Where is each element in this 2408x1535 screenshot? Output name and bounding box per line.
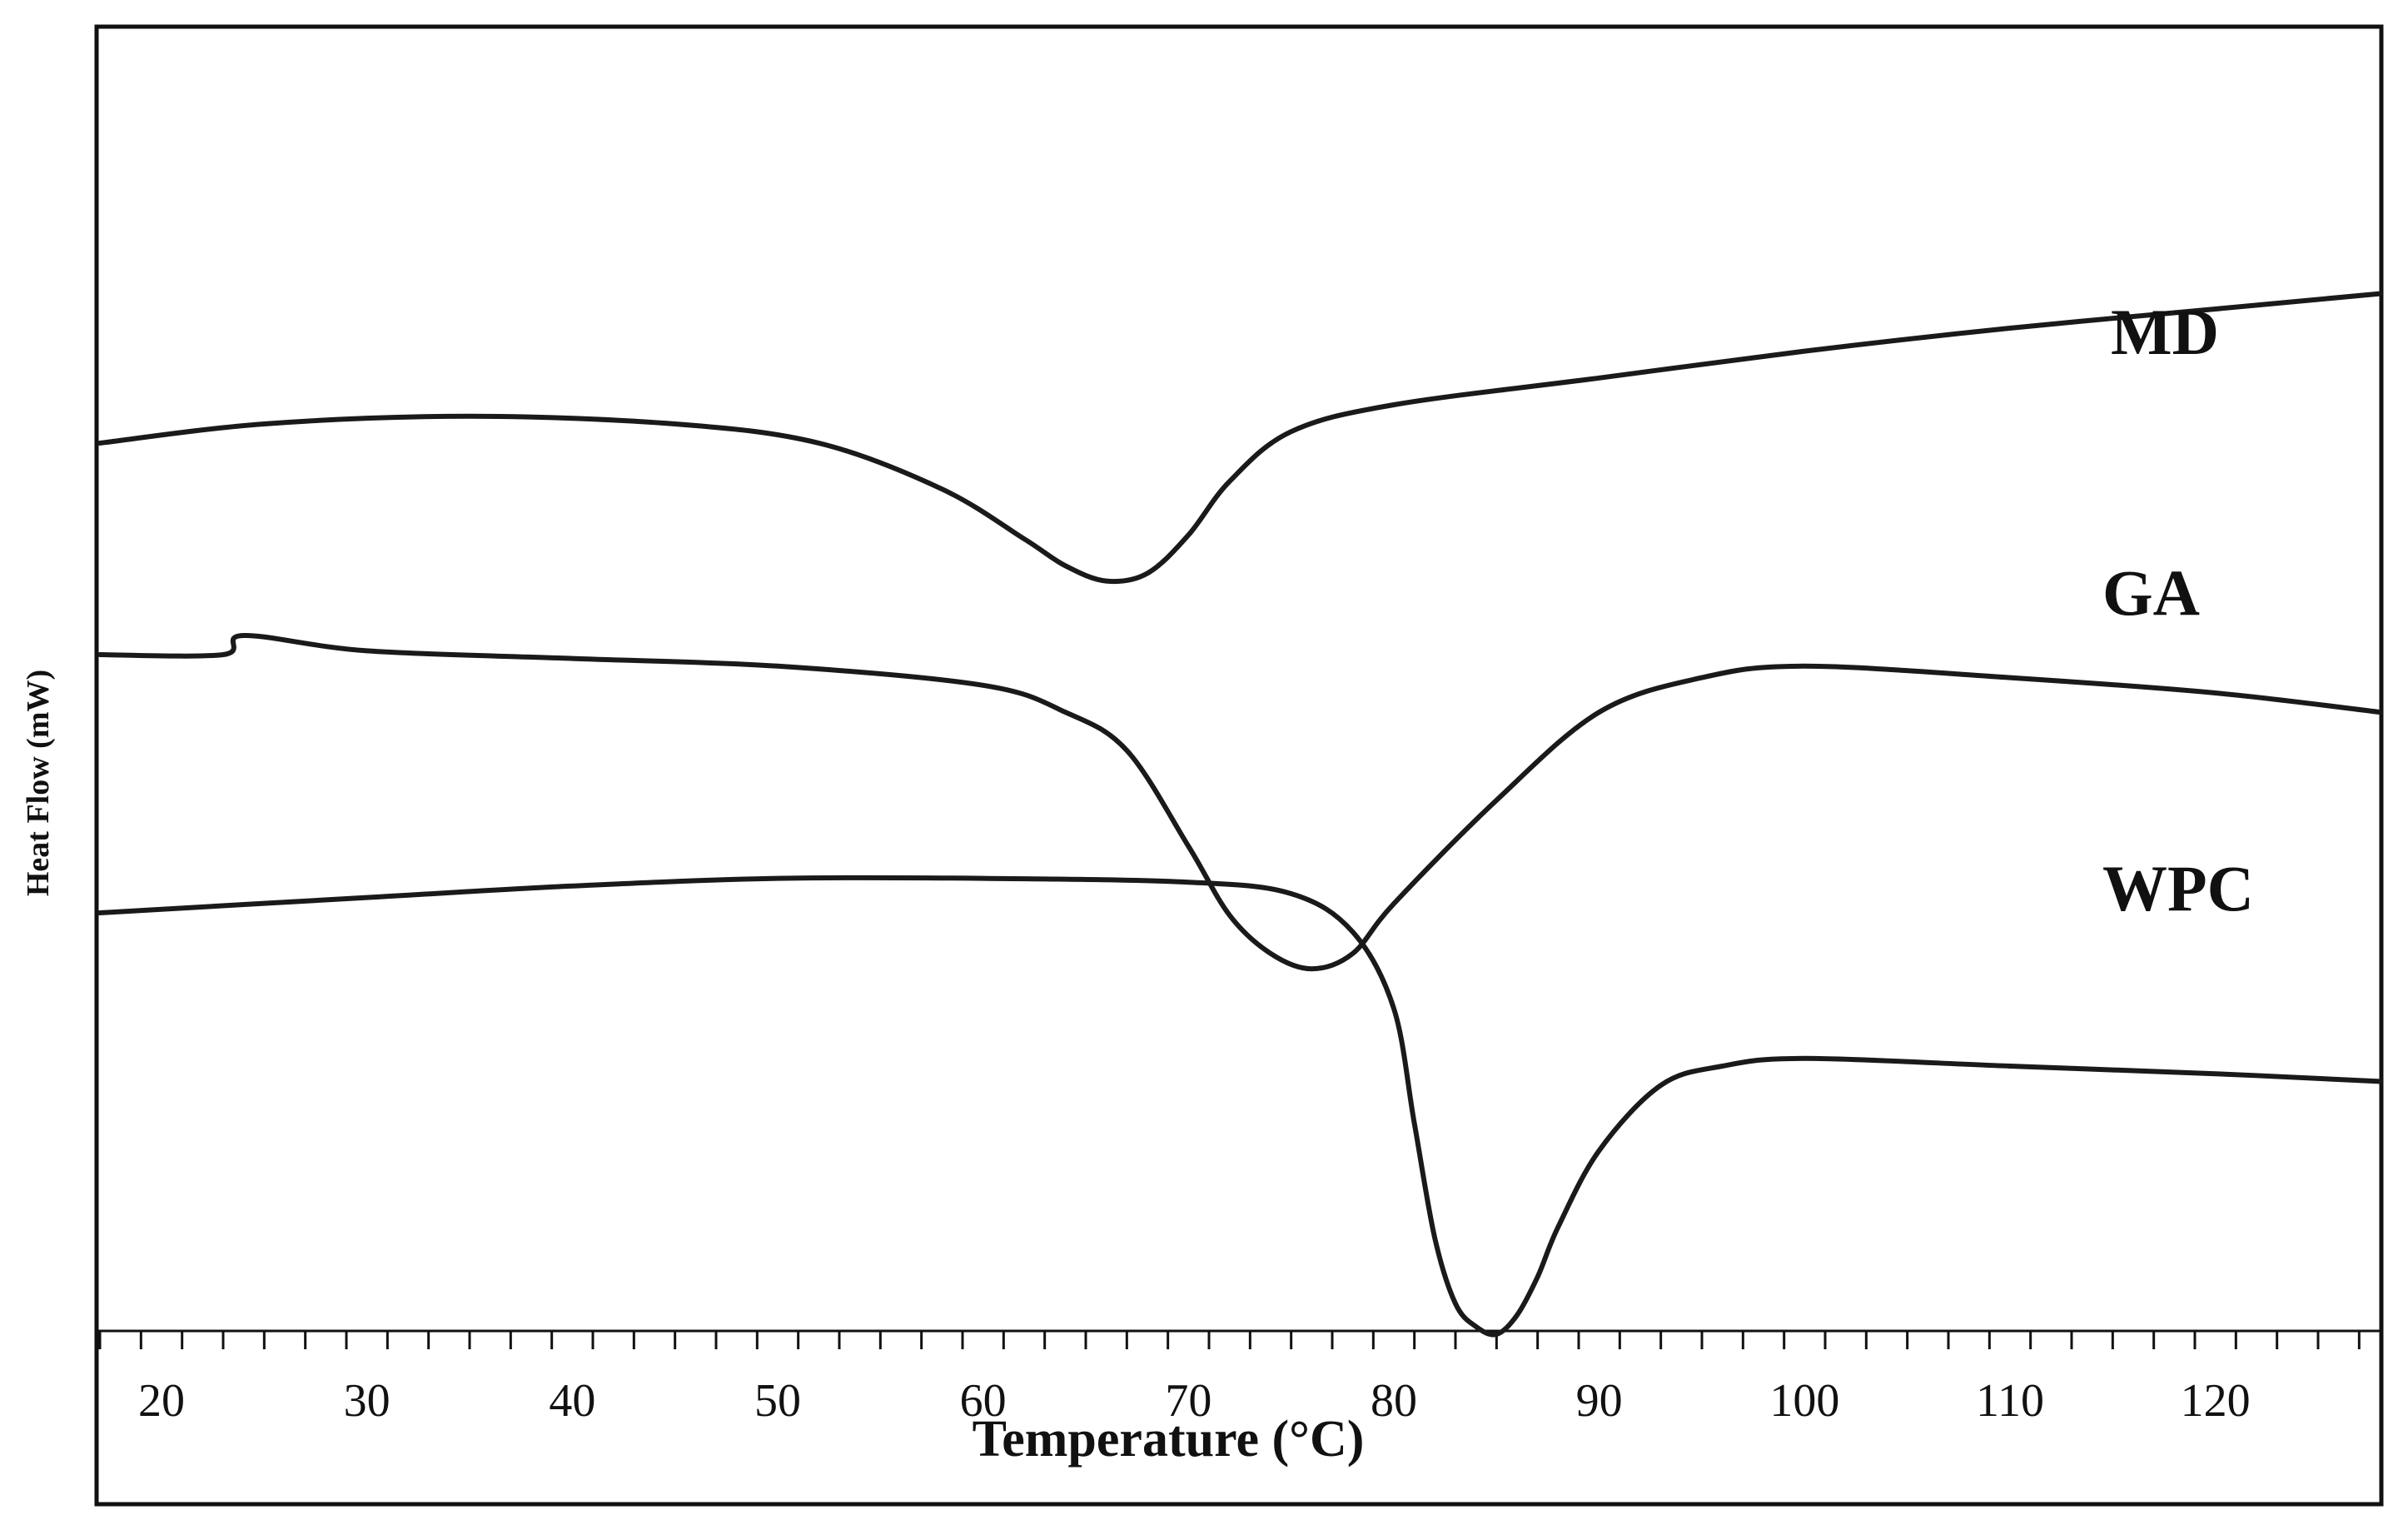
series-label-ga: GA [2102, 556, 2200, 629]
plot-frame [94, 24, 2384, 1507]
series-labels: MD GA WPC [2102, 296, 2254, 924]
x-axis-tick-labels: 20 30 40 50 60 70 80 90 100 110 120 [138, 1375, 2251, 1427]
curve-ga [97, 632, 2382, 972]
x-tick-label: 50 [754, 1375, 801, 1427]
curves [97, 291, 2382, 1338]
curve-md [97, 291, 2382, 585]
y-axis-title: Heat Flow (mW) [21, 670, 56, 896]
x-tick-label: 40 [549, 1375, 595, 1427]
series-label-wpc: WPC [2102, 852, 2254, 924]
x-axis-ticks [98, 1331, 2361, 1349]
x-tick-label: 80 [1371, 1375, 1417, 1427]
x-tick-label: 120 [2181, 1375, 2251, 1427]
x-tick-label: 110 [1976, 1375, 2044, 1427]
x-tick-label: 70 [1165, 1375, 1211, 1427]
x-tick-label: 90 [1576, 1375, 1623, 1427]
curve-wpc [97, 875, 2382, 1338]
series-label-md: MD [2111, 296, 2219, 368]
x-axis-title: Temperature (°C) [973, 1411, 1365, 1468]
x-tick-label: 60 [960, 1375, 1007, 1427]
x-tick-label: 20 [138, 1375, 185, 1427]
x-tick-label: 100 [1769, 1375, 1839, 1427]
x-tick-label: 30 [344, 1375, 391, 1427]
